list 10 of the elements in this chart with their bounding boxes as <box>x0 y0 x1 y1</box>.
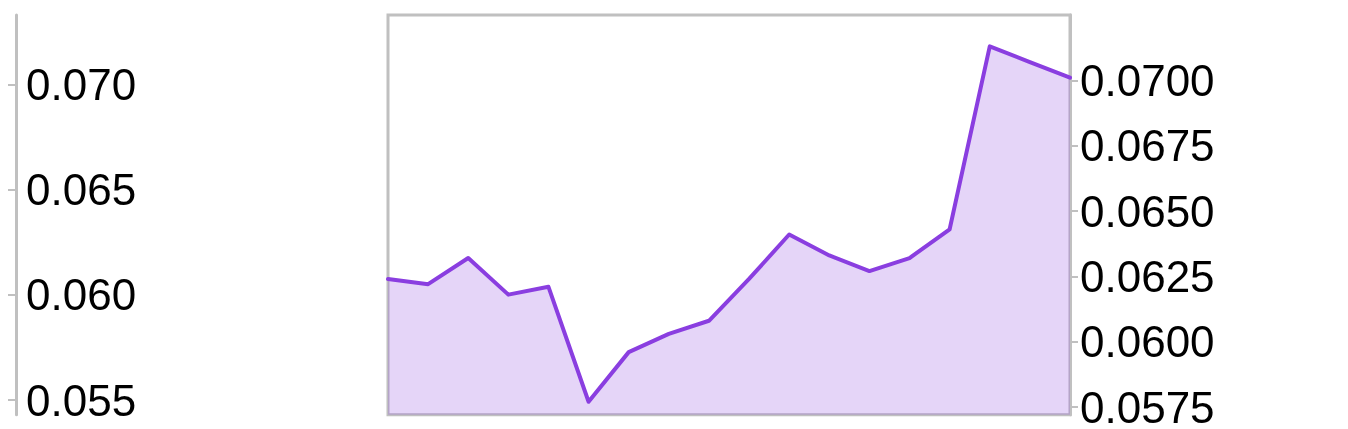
y2-tick-label: 0.0625 <box>1080 251 1215 301</box>
y-tick-label: 0.065 <box>26 165 137 215</box>
y2-tick-label: 0.0575 <box>1080 382 1215 429</box>
y2-tick-label: 0.0675 <box>1080 121 1215 171</box>
y-tick-label: 0.060 <box>26 270 137 320</box>
y2-tick-label: 0.0700 <box>1080 55 1215 105</box>
y2-tick-label: 0.0650 <box>1080 186 1215 236</box>
y-tick-label: 0.070 <box>26 59 137 109</box>
y-tick-label: 0.055 <box>26 375 137 425</box>
y2-tick-label: 0.0600 <box>1080 317 1215 367</box>
